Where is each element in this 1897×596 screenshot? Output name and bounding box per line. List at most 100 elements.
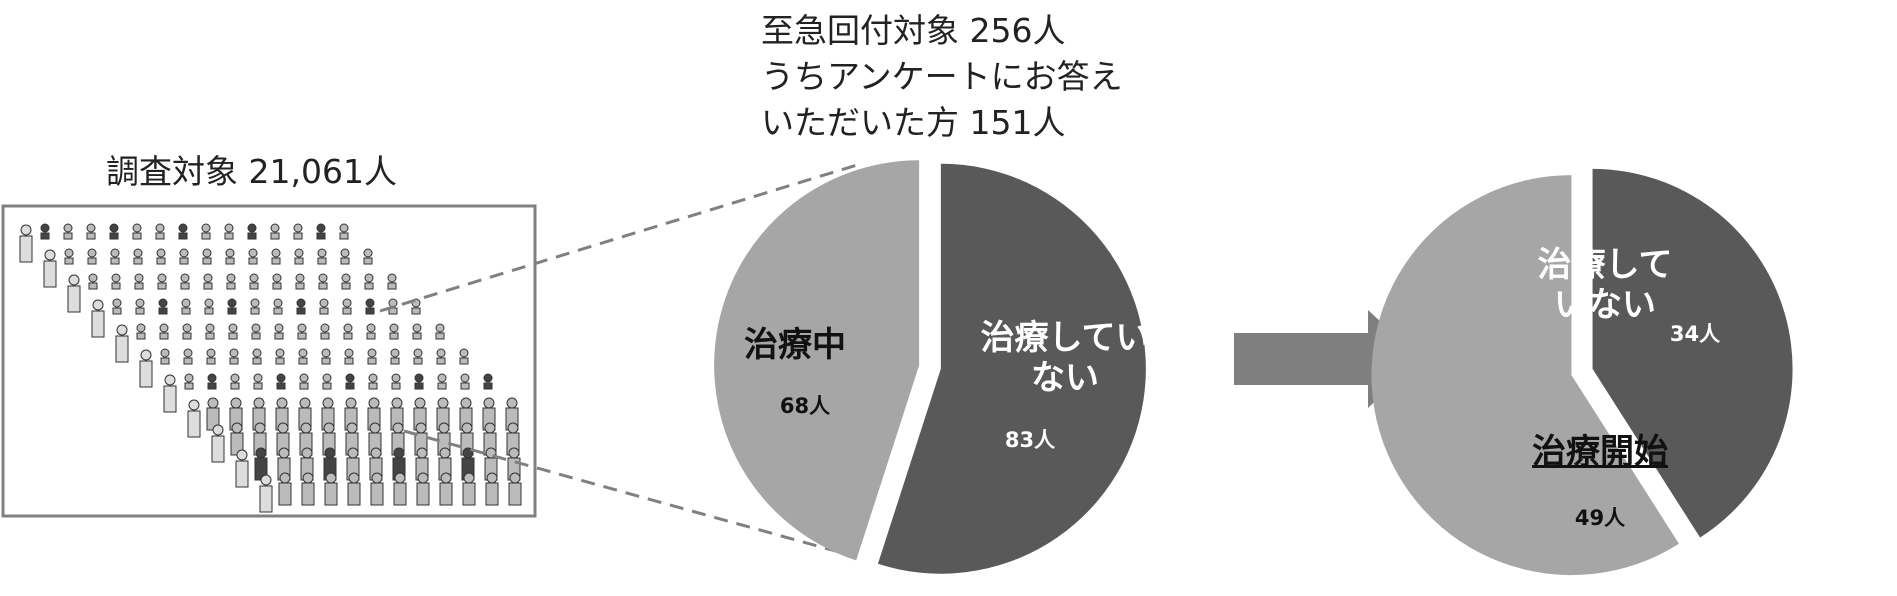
person-head	[277, 422, 289, 434]
pie-slice	[877, 163, 1146, 574]
person-body	[228, 332, 238, 340]
person-body	[297, 332, 307, 340]
person-body	[341, 282, 351, 290]
person-head	[205, 323, 215, 333]
pie-slice	[1371, 175, 1679, 576]
person-head	[155, 223, 165, 233]
person-body	[135, 307, 145, 315]
person-body	[179, 257, 189, 265]
person-head	[225, 248, 235, 258]
person-head	[68, 274, 80, 286]
person-head	[417, 472, 429, 484]
person-head	[276, 397, 288, 409]
person-body	[155, 232, 165, 240]
person-head	[297, 323, 307, 333]
person-head	[507, 422, 519, 434]
person-body	[363, 257, 373, 265]
person-body	[248, 257, 258, 265]
person-body	[411, 307, 421, 315]
person-body	[64, 257, 74, 265]
person-body	[345, 382, 355, 390]
person-head	[438, 422, 450, 434]
person-head	[253, 373, 263, 383]
person-body	[295, 282, 305, 290]
person-head	[365, 298, 375, 308]
person-body	[389, 332, 399, 340]
person-body	[301, 482, 315, 506]
person-head	[344, 348, 354, 358]
person-head	[367, 348, 377, 358]
person-head	[252, 348, 262, 358]
person-head	[391, 397, 403, 409]
person-body	[414, 382, 424, 390]
person-body	[183, 357, 193, 365]
person-head	[414, 397, 426, 409]
person-head	[159, 323, 169, 333]
person-body	[207, 382, 217, 390]
person-body	[344, 357, 354, 365]
zoom-line	[403, 429, 858, 559]
person-head	[278, 447, 290, 459]
person-body	[367, 357, 377, 365]
person-body	[320, 332, 330, 340]
person-head	[437, 373, 447, 383]
person-head	[345, 373, 355, 383]
person-body	[40, 232, 50, 240]
person-body	[343, 332, 353, 340]
person-head	[412, 323, 422, 333]
person-body	[160, 357, 170, 365]
person-head	[486, 472, 498, 484]
person-body	[271, 257, 281, 265]
person-body	[435, 332, 445, 340]
person-head	[508, 447, 520, 459]
person-body	[227, 307, 237, 315]
person-body	[391, 382, 401, 390]
person-head	[318, 273, 328, 283]
person-head	[236, 449, 248, 461]
person-body	[157, 282, 167, 290]
person-body	[139, 360, 153, 388]
person-head	[86, 223, 96, 233]
person-head	[440, 472, 452, 484]
person-body	[132, 232, 142, 240]
person-body	[483, 382, 493, 390]
person-head	[371, 472, 383, 484]
zoom-line	[379, 163, 858, 313]
person-head	[158, 298, 168, 308]
person-body	[340, 257, 350, 265]
person-body	[115, 335, 129, 363]
person-head	[20, 224, 32, 236]
person-head	[135, 298, 145, 308]
person-body	[156, 257, 166, 265]
person-head	[460, 397, 472, 409]
person-body	[235, 460, 249, 488]
person-head	[342, 298, 352, 308]
person-body	[63, 232, 73, 240]
slice-label: 治療開始	[1532, 432, 1668, 472]
person-body	[252, 357, 262, 365]
person-body	[387, 282, 397, 290]
person-body	[224, 232, 234, 240]
person-body	[133, 257, 143, 265]
person-body	[181, 307, 191, 315]
person-head	[260, 474, 272, 486]
person-body	[178, 232, 188, 240]
person-head	[188, 399, 200, 411]
person-body	[251, 332, 261, 340]
person-body	[317, 257, 327, 265]
person-body	[342, 307, 352, 315]
person-head	[437, 397, 449, 409]
person-head	[394, 472, 406, 484]
population-box	[1, 204, 537, 518]
person-head	[363, 248, 373, 258]
person-head	[369, 422, 381, 434]
person-head	[298, 348, 308, 358]
person-body	[273, 307, 283, 315]
value-label: 68人	[779, 394, 831, 418]
person-body	[437, 382, 447, 390]
person-head	[227, 298, 237, 308]
person-head	[343, 323, 353, 333]
person-body	[205, 332, 215, 340]
person-body	[202, 257, 212, 265]
person-head	[390, 348, 400, 358]
